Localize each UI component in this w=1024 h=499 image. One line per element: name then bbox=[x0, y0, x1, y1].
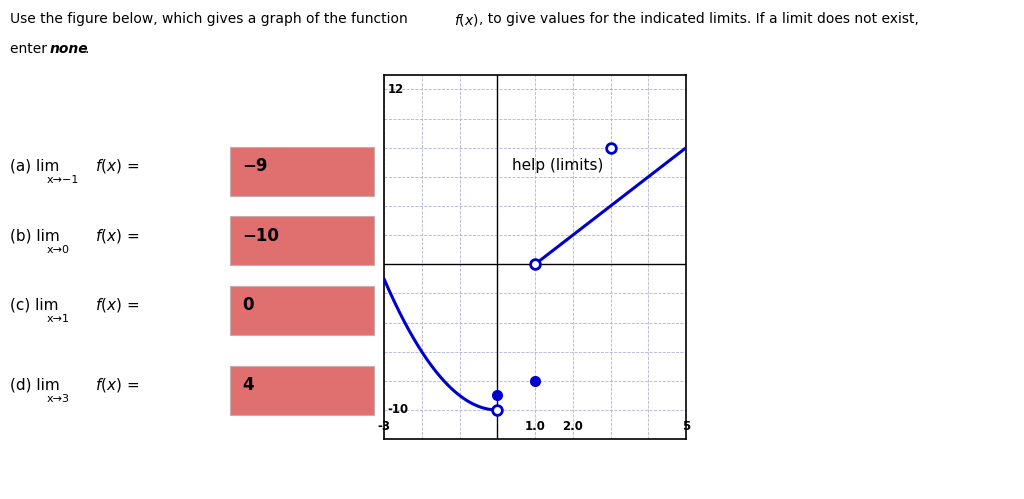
Text: (d) lim: (d) lim bbox=[10, 378, 60, 393]
Text: 0: 0 bbox=[243, 296, 254, 314]
Text: , to give values for the indicated limits. If a limit does not exist,: , to give values for the indicated limit… bbox=[479, 12, 920, 26]
Text: $f(x)$: $f(x)$ bbox=[454, 12, 478, 28]
Text: x→0: x→0 bbox=[47, 245, 70, 254]
Text: -10: -10 bbox=[388, 404, 409, 417]
Text: −10: −10 bbox=[243, 227, 280, 245]
Text: none: none bbox=[49, 42, 88, 56]
Text: .: . bbox=[85, 42, 89, 56]
Text: 2.0: 2.0 bbox=[562, 420, 584, 433]
Text: 4: 4 bbox=[243, 376, 254, 394]
Text: $f(x)$ =: $f(x)$ = bbox=[95, 376, 139, 394]
Text: 5: 5 bbox=[682, 420, 690, 433]
Text: help (limits): help (limits) bbox=[512, 158, 603, 173]
Text: x→1: x→1 bbox=[47, 314, 70, 324]
Text: $f(x)$ =: $f(x)$ = bbox=[95, 296, 139, 314]
Text: (b) lim: (b) lim bbox=[10, 228, 60, 243]
Text: (a) lim: (a) lim bbox=[10, 158, 59, 173]
Text: (c) lim: (c) lim bbox=[10, 298, 58, 313]
Text: $f(x)$ =: $f(x)$ = bbox=[95, 227, 139, 245]
Text: Use the figure below, which gives a graph of the function: Use the figure below, which gives a grap… bbox=[10, 12, 413, 26]
Text: 1.0: 1.0 bbox=[524, 420, 546, 433]
Text: $f(x)$ =: $f(x)$ = bbox=[95, 157, 139, 175]
Text: -3: -3 bbox=[378, 420, 390, 433]
Text: enter: enter bbox=[10, 42, 51, 56]
Text: −9: −9 bbox=[243, 157, 268, 175]
Text: 12: 12 bbox=[388, 83, 404, 96]
Text: x→−1: x→−1 bbox=[47, 175, 80, 185]
Text: x→3: x→3 bbox=[47, 394, 70, 404]
